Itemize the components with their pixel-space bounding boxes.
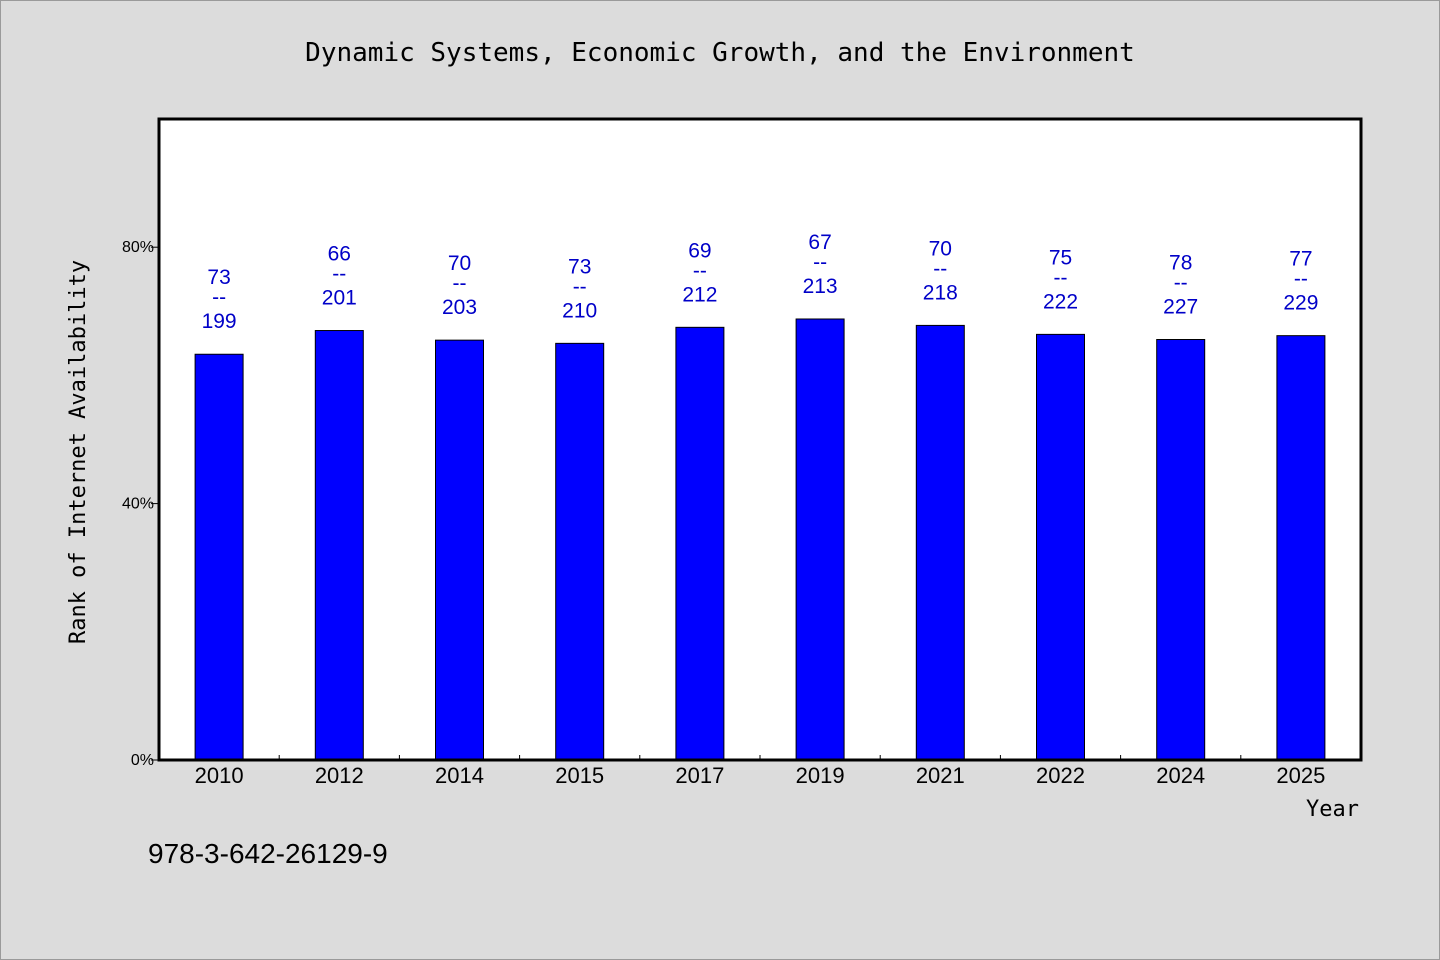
bar-label-top: 75	[1049, 246, 1072, 269]
bar-label-top: 73	[568, 255, 591, 278]
bar-2019	[795, 318, 845, 761]
x-tick-label: 2019	[796, 763, 845, 788]
bar-label-bottom: 229	[1283, 292, 1318, 315]
x-tick-label: 2022	[1036, 763, 1085, 788]
bar-label-bottom: 201	[322, 287, 357, 310]
bar-label-separator: --	[1054, 266, 1068, 289]
y-tick-label: 0%	[131, 752, 154, 769]
bar-data-labels: 73--19966--20170--20373--21069--21267--2…	[202, 231, 1319, 333]
bar-label-top: 67	[808, 231, 831, 254]
bar-label-top: 69	[688, 239, 711, 262]
bar-label-separator: --	[453, 272, 467, 295]
bar-label-separator: --	[1174, 272, 1188, 295]
bar-2015	[555, 342, 605, 761]
bar-label-bottom: 227	[1163, 296, 1198, 319]
bar-label-bottom: 210	[562, 299, 597, 322]
y-axis-label: Rank of Internet Availability	[66, 260, 91, 644]
y-axis-ticks: 0% 40% 80%	[122, 239, 159, 769]
bar-label-bottom: 203	[442, 296, 477, 319]
bar-label-separator: --	[933, 257, 947, 280]
bar-label-bottom: 213	[803, 275, 838, 298]
bar-2024	[1156, 339, 1206, 761]
bar-label-top: 78	[1169, 252, 1192, 275]
bar-label-top: 70	[448, 252, 471, 275]
x-tick-label: 2010	[195, 763, 244, 788]
bar-label-top: 66	[328, 243, 351, 266]
bar-label-separator: --	[693, 259, 707, 282]
x-tick-label: 2015	[555, 763, 604, 788]
x-tick-label: 2014	[435, 763, 484, 788]
chart-title: Dynamic Systems, Economic Growth, and th…	[305, 38, 1135, 68]
bar-2017	[675, 326, 725, 761]
bar-label-bottom: 222	[1043, 290, 1078, 313]
bar-label-separator: --	[212, 286, 226, 309]
x-tick-label: 2024	[1156, 763, 1205, 788]
bar-label-separator: --	[332, 263, 346, 286]
bar-label-bottom: 199	[202, 310, 237, 333]
bar-label-separator: --	[813, 251, 827, 274]
bar-label-separator: --	[1294, 268, 1308, 291]
x-axis-label: Year	[1306, 797, 1359, 822]
x-axis-tick-labels: 2010 2012 2014 2015 2017 2019 2021 2022 2024 2025	[195, 763, 1326, 788]
bar-series	[194, 318, 1326, 761]
y-tick-label: 80%	[122, 239, 154, 256]
bar-label-top: 73	[207, 266, 230, 289]
bar-label-bottom: 218	[923, 281, 958, 304]
x-tick-label: 2017	[675, 763, 724, 788]
bar-2012	[314, 330, 364, 761]
bar-label-top: 70	[929, 237, 952, 260]
plot-border	[157, 117, 1363, 762]
bar-2022	[1036, 333, 1085, 761]
bar-2025	[1276, 335, 1326, 761]
bar-label-bottom: 212	[682, 283, 717, 306]
y-tick-label: 40%	[122, 496, 154, 513]
bar-label-top: 77	[1289, 248, 1312, 271]
bar-label-separator: --	[573, 275, 587, 298]
bar-2010	[194, 353, 244, 761]
isbn-footnote: 978-3-642-26129-9	[148, 838, 388, 869]
x-tick-label: 2012	[315, 763, 364, 788]
bar-2014	[435, 339, 484, 761]
x-tick-label: 2025	[1276, 763, 1325, 788]
bar-2021	[915, 324, 965, 761]
x-tick-label: 2021	[916, 763, 965, 788]
